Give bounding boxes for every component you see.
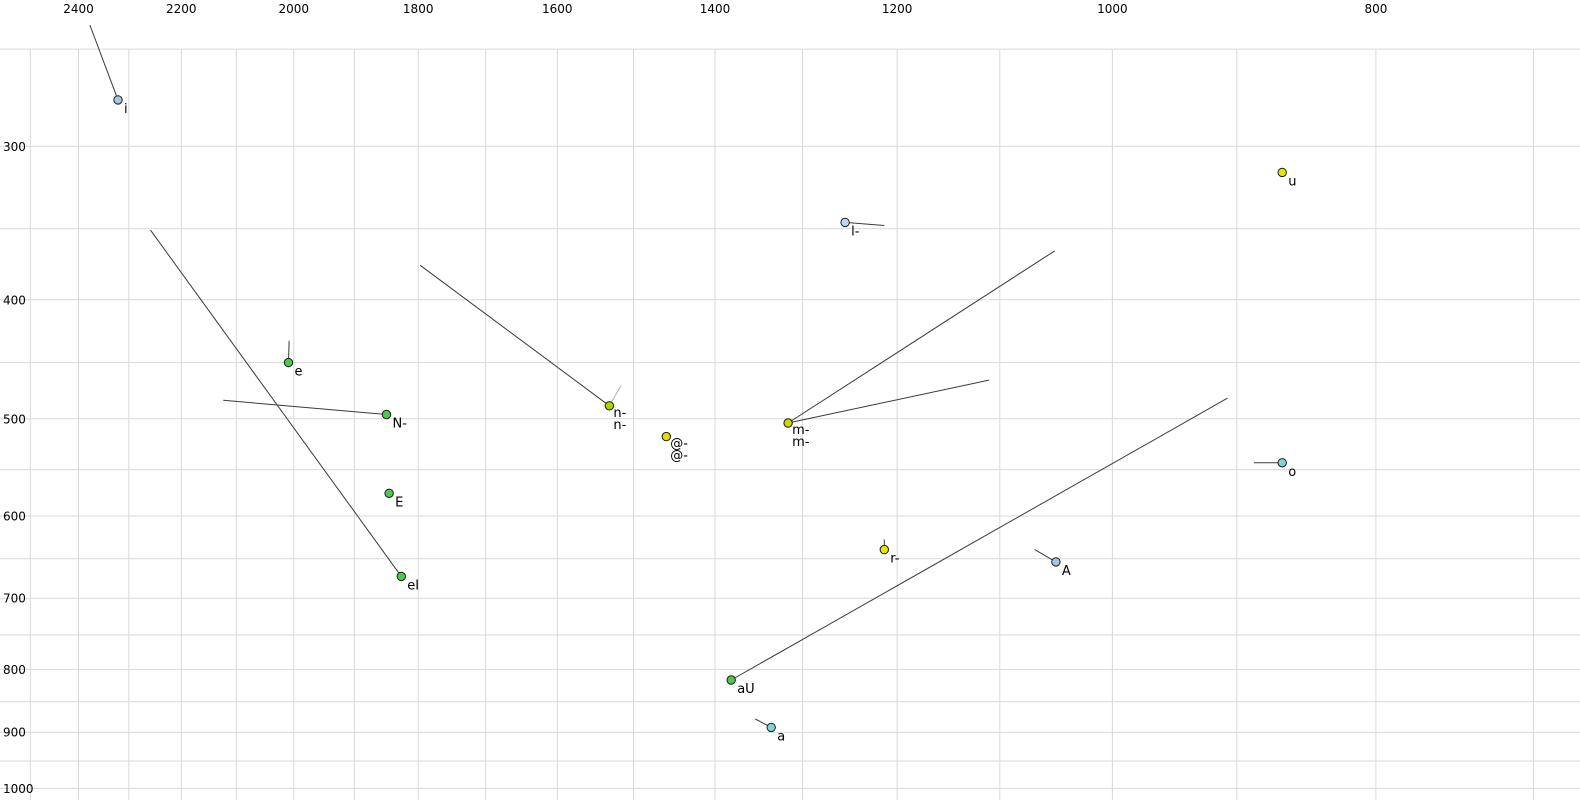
point-label: eI (407, 578, 419, 593)
data-point-E (384, 488, 394, 498)
y-tick-label: 800 (3, 663, 26, 677)
x-tick-label: 2200 (166, 2, 197, 16)
point-label: N- (393, 417, 408, 432)
point-label-ghost: m- (792, 423, 810, 438)
formant-trail (419, 264, 610, 407)
x-tick-label: 1400 (700, 2, 731, 16)
point-label-ghost: n- (613, 406, 626, 421)
formant-trail (787, 379, 990, 424)
data-point-e (283, 357, 294, 368)
y-tick-label: 1000 (3, 782, 34, 796)
y-tick-label: 400 (3, 293, 26, 307)
x-tick-label: 2000 (279, 2, 310, 16)
y-tick-label: 600 (3, 510, 26, 524)
x-tick-label: 800 (1364, 2, 1387, 16)
data-point-n- (604, 401, 615, 411)
point-label-ghost: @- (670, 437, 688, 452)
point-label: A (1062, 564, 1071, 579)
data-point-m- (783, 418, 793, 428)
data-point-a (766, 722, 776, 733)
formant-trail (150, 229, 402, 577)
data-point-aU (726, 675, 736, 685)
x-tick-label: 2400 (63, 2, 94, 16)
data-point-@- (661, 431, 671, 442)
point-label: u (1288, 174, 1296, 189)
point-label: o (1288, 465, 1296, 480)
x-tick-label: 1000 (1097, 2, 1128, 16)
x-tick-label: 1800 (403, 2, 434, 16)
formant-trail (89, 24, 119, 101)
y-tick-label: 500 (3, 412, 26, 426)
point-label: E (395, 495, 403, 510)
point-label: n- (613, 418, 626, 433)
data-point-o (1277, 458, 1287, 468)
data-point-A (1051, 557, 1061, 567)
point-label: aU (737, 682, 754, 697)
point-label: @- (670, 449, 688, 464)
y-tick-label: 300 (3, 140, 26, 154)
formant-trail (223, 399, 387, 415)
formant-trail (730, 397, 1228, 681)
data-point-l- (840, 217, 850, 228)
point-label: i (124, 102, 128, 117)
y-tick-label: 900 (3, 726, 26, 740)
point-label: m- (792, 435, 810, 450)
point-label: l- (851, 224, 860, 239)
point-label: r- (890, 552, 900, 567)
data-point-u (1277, 167, 1287, 178)
point-label: e (295, 365, 303, 380)
data-point-N- (381, 409, 392, 420)
x-tick-label: 1600 (542, 2, 573, 16)
formant-trail (787, 250, 1055, 424)
y-tick-label: 700 (3, 592, 26, 606)
data-point-eI (396, 571, 406, 582)
formant-trail (845, 221, 885, 226)
data-point-i (113, 95, 123, 105)
x-tick-label: 1200 (882, 2, 913, 16)
point-label: a (777, 729, 785, 744)
data-point-r- (879, 544, 889, 555)
